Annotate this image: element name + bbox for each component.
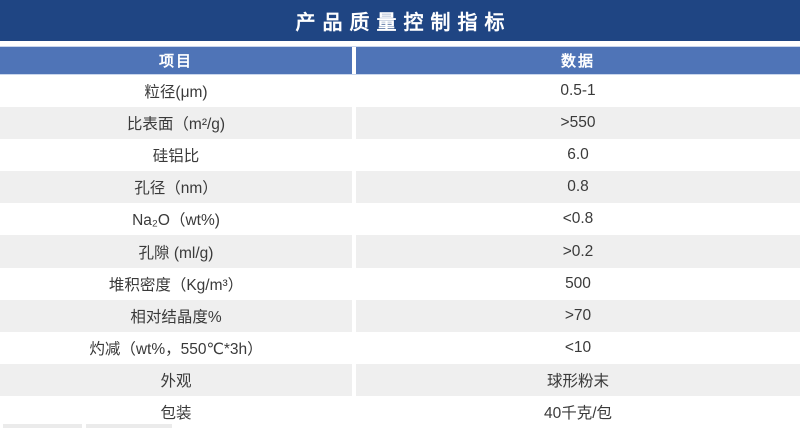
header-cell-item: 项目 <box>158 53 193 70</box>
column-divider <box>352 331 356 364</box>
column-divider <box>352 267 356 300</box>
value-cell: >550 <box>356 107 800 140</box>
table-row: 外观 球形粉末 <box>0 363 800 396</box>
table-row: Na₂O（wt%) <0.8 <box>0 203 800 236</box>
column-divider <box>352 299 356 332</box>
value-cell: 0.8 <box>356 171 800 204</box>
table-row: 硅铝比 6.0 <box>0 139 800 172</box>
item-cell: 包装 <box>0 395 352 428</box>
item-cell: 相对结晶度% <box>0 299 352 332</box>
column-divider <box>352 139 356 172</box>
table-row: 孔径（nm） 0.8 <box>0 171 800 204</box>
item-cell: 灼减（wt%，550℃*3h） <box>0 331 352 364</box>
table-row: 灼减（wt%，550℃*3h） <10 <box>0 331 800 364</box>
table-row: 粒径(μm) 0.5-1 <box>0 75 800 108</box>
header-cell-data: 数据 <box>560 53 595 70</box>
item-cell: 粒径(μm) <box>0 75 352 108</box>
page-title: 产品质量控制指标 <box>295 12 512 34</box>
item-cell: 硅铝比 <box>0 139 352 172</box>
table-title-bar: 产品质量控制指标 <box>0 0 800 41</box>
item-cell: Na₂O（wt%) <box>0 203 352 236</box>
item-cell: 外观 <box>0 363 352 396</box>
value-cell: <0.8 <box>356 203 800 236</box>
value-cell: 40千克/包 <box>356 395 800 428</box>
table-row: 相对结晶度% >70 <box>0 299 800 332</box>
column-divider <box>352 107 356 140</box>
table-header-row: 项目 数据 <box>0 46 800 75</box>
column-divider <box>352 235 356 268</box>
item-cell: 孔隙 (ml/g) <box>0 235 352 268</box>
column-divider <box>352 75 356 108</box>
value-cell: 球形粉末 <box>356 363 800 396</box>
value-cell: >70 <box>356 299 800 332</box>
value-cell: 6.0 <box>356 139 800 172</box>
value-cell: 0.5-1 <box>356 75 800 108</box>
item-cell: 孔径（nm） <box>0 171 352 204</box>
table-row: 包装 40千克/包 <box>0 395 800 428</box>
column-divider <box>352 363 356 396</box>
value-cell: <10 <box>356 331 800 364</box>
table-body: 粒径(μm) 0.5-1 比表面（m²/g) >550 硅铝比 6.0 孔径（n… <box>0 75 800 428</box>
item-cell: 堆积密度（Kg/m³） <box>0 267 352 300</box>
column-divider <box>352 203 356 236</box>
column-divider <box>352 171 356 204</box>
item-cell: 比表面（m²/g) <box>0 107 352 140</box>
table-row: 堆积密度（Kg/m³） 500 <box>0 267 800 300</box>
column-divider <box>352 47 356 74</box>
title-header-divider <box>0 41 800 46</box>
table-row: 孔隙 (ml/g) >0.2 <box>0 235 800 268</box>
table-row: 比表面（m²/g) >550 <box>0 107 800 140</box>
column-divider <box>352 395 356 428</box>
value-cell: 500 <box>356 267 800 300</box>
value-cell: >0.2 <box>356 235 800 268</box>
